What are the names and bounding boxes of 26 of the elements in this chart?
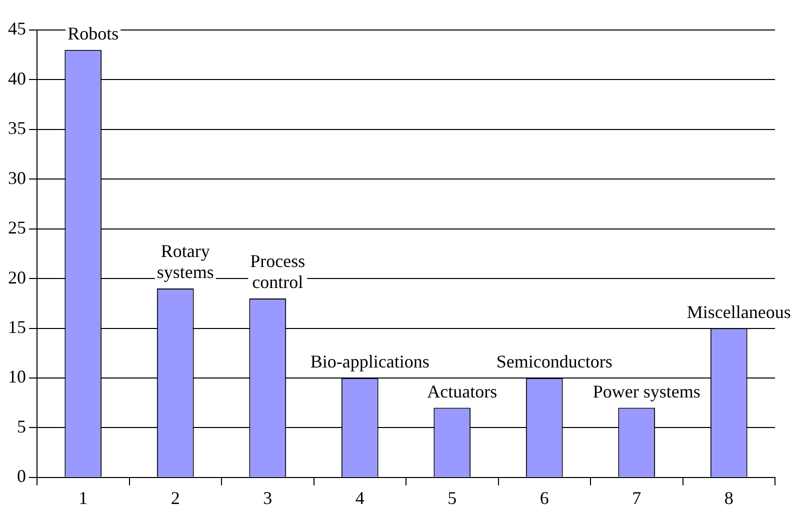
x-tick-label: 8	[724, 488, 734, 508]
annotation: Miscellaneous	[686, 302, 791, 322]
y-tick-label: 45	[8, 18, 26, 39]
y-tick-label: 10	[8, 366, 26, 387]
x-tick-label: 6	[540, 488, 549, 508]
x-tick-label: 7	[632, 488, 642, 508]
annotation: Robots	[68, 24, 119, 44]
y-tick-label: 30	[8, 168, 26, 188]
y-tick-label: 25	[8, 218, 26, 238]
x-tick-label: 4	[355, 488, 364, 508]
annotation: Semiconductors	[496, 352, 612, 372]
annotation: Bio-applications	[310, 352, 430, 372]
y-tick-label: 5	[17, 416, 26, 436]
x-tick-label: 2	[170, 488, 180, 508]
annotation: Process control	[250, 251, 306, 292]
annotation: Power systems	[592, 382, 700, 402]
y-tick-label: 35	[8, 118, 26, 138]
y-tick-label: 0	[17, 466, 26, 486]
annotation: Rotary systems	[156, 241, 214, 282]
annotation: Actuators	[427, 382, 498, 402]
y-tick-label: 20	[8, 267, 26, 288]
x-tick-label: 3	[263, 488, 272, 508]
x-tick-label: 5	[448, 488, 457, 508]
x-tick-label: 1	[78, 488, 88, 508]
y-tick-label: 15	[8, 317, 26, 337]
y-tick-label: 40	[8, 68, 26, 88]
